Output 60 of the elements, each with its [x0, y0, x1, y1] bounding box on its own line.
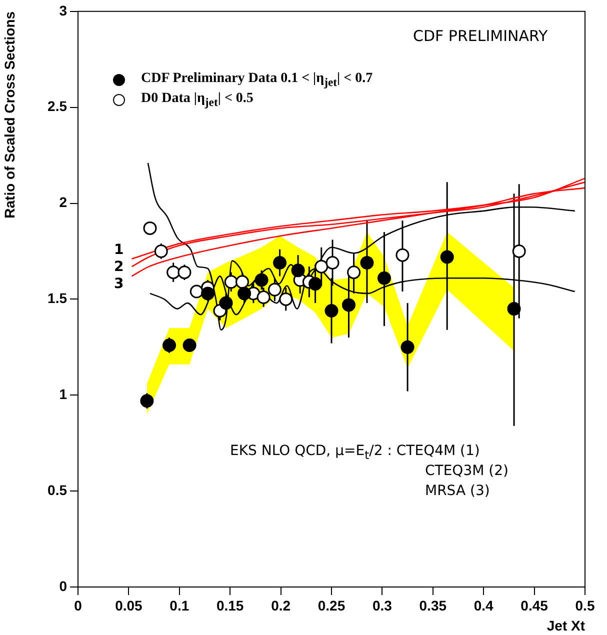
- point: [219, 296, 233, 310]
- x-tick-label: 0.5: [575, 597, 595, 614]
- point: [347, 266, 361, 280]
- point: [236, 275, 250, 289]
- annotation: MRSA (3): [425, 483, 490, 499]
- point: [377, 271, 391, 285]
- point: [268, 282, 282, 296]
- y-tick-label: 1.5: [48, 290, 68, 306]
- x-tick-label: 0.45: [520, 597, 548, 614]
- point: [324, 304, 338, 318]
- point: [140, 394, 154, 408]
- x-tick-label: 0.15: [216, 597, 244, 614]
- y-axis-title: Ratio of Scaled Cross Sections: [1, 11, 18, 218]
- x-tick-label: 0.4: [474, 597, 494, 614]
- point: [166, 266, 180, 280]
- point: [342, 298, 356, 312]
- x-tick-label: 0.1: [170, 597, 190, 614]
- y-tick-label: 3: [59, 2, 68, 18]
- x-tick-label: 0.35: [419, 597, 447, 614]
- point: [178, 266, 192, 280]
- point: [162, 338, 176, 352]
- legend-label: CDF Preliminary Data 0.1 < |η$_{jet}$| < 0.7: [141, 71, 373, 89]
- x-tick-label: 0: [74, 597, 82, 614]
- x-tick-label: 0.2: [271, 597, 291, 614]
- point: [273, 256, 287, 270]
- point: [291, 264, 305, 278]
- y-tick-label: 2.5: [48, 98, 68, 114]
- point: [238, 286, 252, 300]
- y-tick-label: 0: [59, 578, 68, 594]
- series-label: 2: [114, 259, 124, 276]
- point: [440, 250, 454, 264]
- series-label: 3: [114, 276, 124, 292]
- point: [224, 275, 238, 289]
- point: [326, 256, 340, 270]
- point: [154, 244, 168, 258]
- point: [360, 256, 374, 270]
- point: [201, 286, 215, 300]
- point: [182, 338, 196, 352]
- point: [507, 302, 521, 316]
- y-tick-label: 2: [59, 194, 68, 210]
- point: [256, 290, 270, 304]
- legend-label: D0 Data |η$_{jet}$| < 0.5: [141, 91, 254, 109]
- point: [400, 340, 414, 354]
- annotation: CTEQ3M (2): [425, 463, 508, 479]
- point: [308, 277, 322, 291]
- point: [190, 284, 204, 298]
- series-label: 1: [114, 242, 124, 258]
- y-tick-label: 0.5: [48, 482, 68, 498]
- x-tick-label: 0.25: [318, 597, 346, 614]
- point: [314, 260, 328, 274]
- point: [279, 292, 293, 306]
- x-tick-label: 0.3: [372, 597, 392, 614]
- annotation: CDF PRELIMINARY: [413, 27, 548, 45]
- x-tick-label: 0.05: [115, 597, 143, 614]
- point: [512, 244, 526, 258]
- x-axis-title: Jet Xt: [546, 617, 586, 634]
- point: [396, 248, 410, 262]
- point: [254, 273, 268, 287]
- annotation: EKS NLO QCD, μ=E$_{t}$/2 : CTEQ4M (1): [230, 443, 480, 462]
- y-tick-label: 1: [59, 386, 68, 402]
